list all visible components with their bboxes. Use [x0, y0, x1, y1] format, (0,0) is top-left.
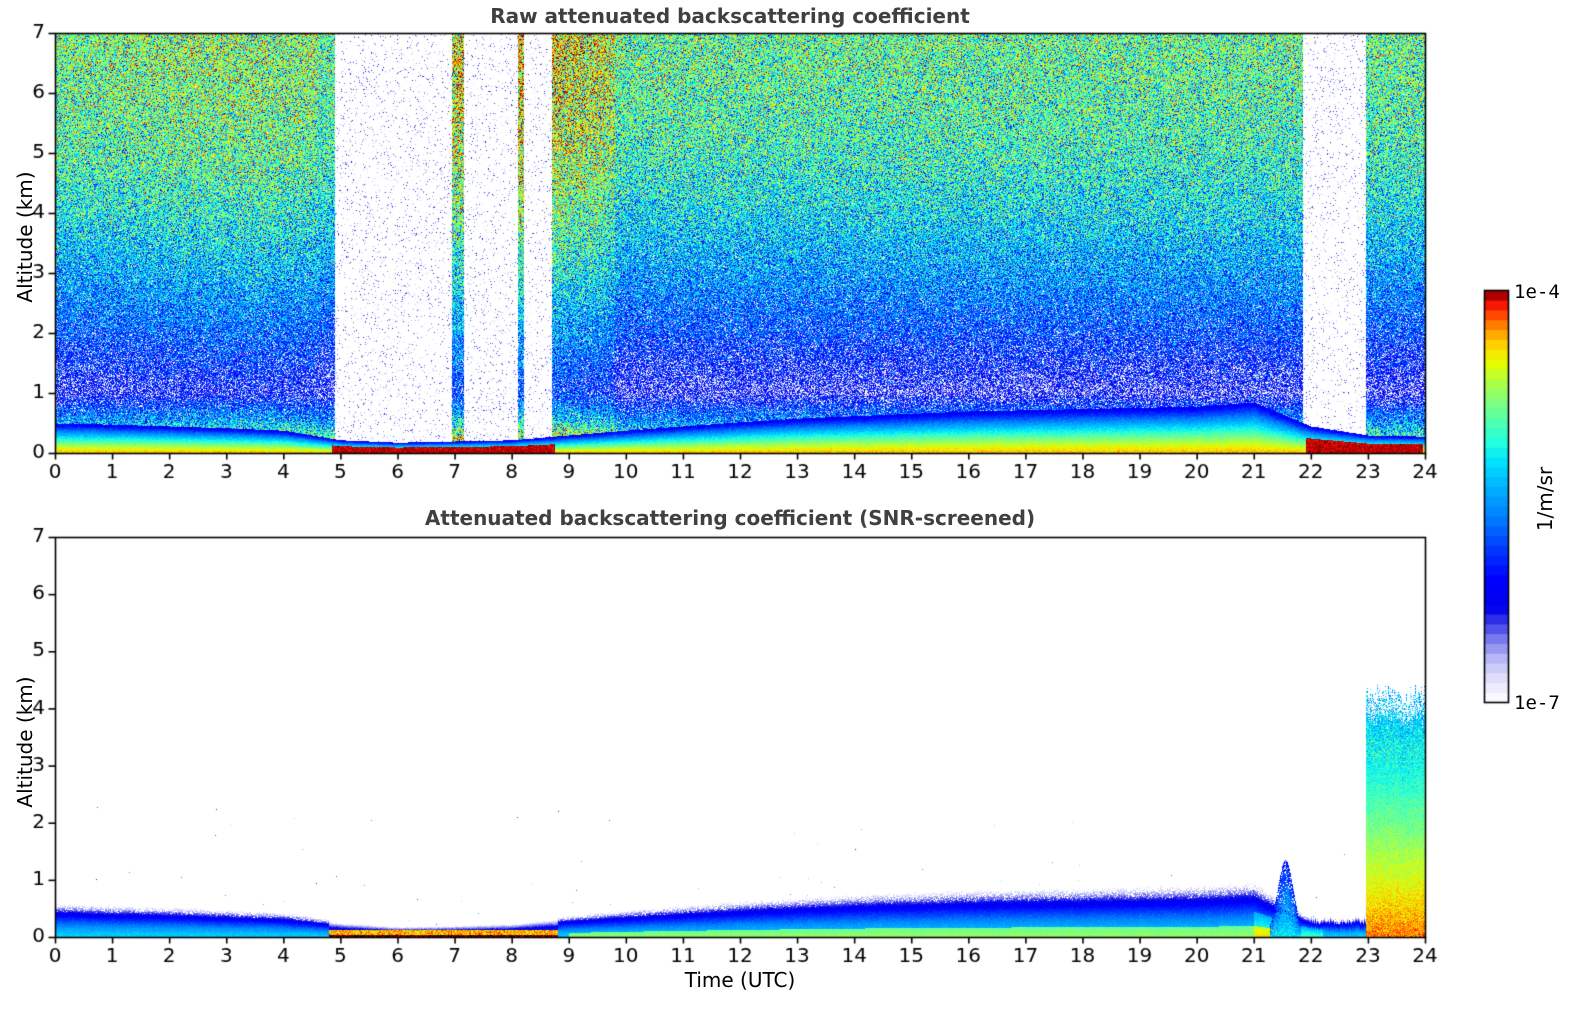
colorbar-unit-label: 1/m/sr: [1533, 466, 1557, 532]
colorbar-min-label: 1e-7: [1514, 692, 1560, 714]
y-axis-label-raw: Altitude (km): [13, 171, 37, 303]
colorbar-max-label: 1e-4: [1514, 281, 1560, 303]
x-axis-label: Time (UTC): [684, 968, 796, 992]
y-axis-label-screened: Altitude (km): [13, 676, 37, 808]
